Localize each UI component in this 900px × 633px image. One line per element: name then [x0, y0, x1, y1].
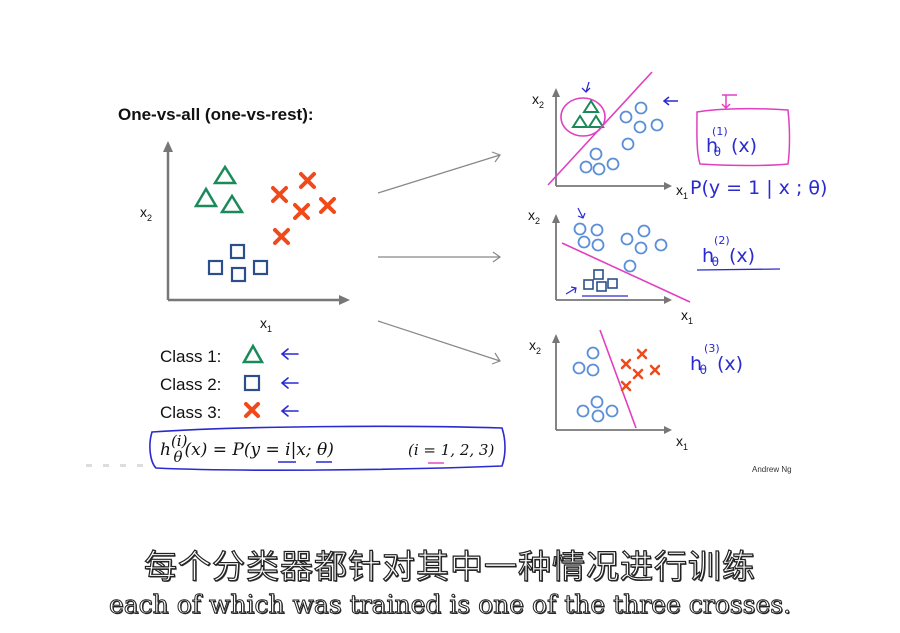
sub3-x-label: x1	[676, 433, 688, 452]
cross-icon	[273, 228, 290, 245]
legend-class2: Class 2:	[160, 375, 221, 394]
square-icon	[207, 259, 224, 276]
sub2-x-label: x1	[681, 307, 693, 326]
pointer-arrow-icon	[280, 348, 299, 417]
main-plot: x2 x1	[140, 141, 350, 334]
sub1-y-label: x2	[532, 91, 544, 110]
main-y-label: x2	[140, 204, 152, 223]
sub3-y-label: x2	[529, 337, 541, 356]
annotation-1: h(1) θ (x) P(y = 1 | x ; θ)	[690, 94, 827, 199]
sub1-x-label: x1	[676, 182, 688, 201]
formula-range: (i = 1, 2, 3)	[408, 441, 494, 459]
main-x-label: x1	[260, 315, 272, 334]
legend-class3: Class 3:	[160, 403, 221, 422]
sub-plot-3: x2 x1	[529, 329, 688, 452]
square-icon	[229, 243, 246, 260]
sub-plot-2: x2 x1	[528, 207, 693, 326]
triangle-icon	[241, 343, 265, 364]
triangle-icon	[219, 193, 245, 214]
annotation-3: h(3) θ (x)	[690, 342, 743, 377]
square-icon	[230, 266, 247, 283]
triangle-icon	[212, 164, 238, 185]
annotation-1-text: h(1) θ (x)	[706, 125, 757, 159]
mapping-arrows	[377, 151, 502, 365]
cross-icon	[299, 172, 316, 189]
square-icon	[243, 374, 261, 392]
subtitle-chinese: 每个分类器都针对其中一种情况进行训练	[143, 546, 756, 586]
slide-title: One-vs-all (one-vs-rest):	[118, 105, 314, 124]
class3-points	[271, 172, 336, 245]
annotation-2-text: h(2) θ (x)	[702, 234, 755, 269]
formula-text: h(i) θ (x) = P(y = i|x; θ)	[160, 432, 334, 466]
formula-box: h(i) θ (x) = P(y = i|x; θ) (i = 1, 2, 3)	[149, 425, 506, 471]
square-icon	[252, 259, 269, 276]
legend-class1: Class 1:	[160, 347, 221, 366]
decorative-dots	[86, 464, 143, 467]
cross-icon	[293, 203, 310, 220]
triangle-icon	[193, 186, 219, 208]
annotation-1-note: P(y = 1 | x ; θ)	[690, 177, 827, 199]
annotation-3-text: h(3) θ (x)	[690, 342, 743, 377]
cross-icon	[319, 197, 336, 214]
class1-points	[193, 164, 245, 214]
sub-plot-1: x2 x1	[532, 71, 688, 201]
class2-points	[207, 243, 269, 283]
credit: Andrew Ng	[752, 465, 792, 474]
annotation-2: h(2) θ (x)	[696, 234, 781, 271]
subtitle-english: each of which was trained is one of the …	[108, 590, 792, 620]
legend: Class 1: Class 2: Class 3:	[160, 343, 299, 422]
cross-icon	[244, 402, 260, 418]
cross-icon	[271, 186, 288, 203]
sub2-y-label: x2	[528, 207, 540, 226]
